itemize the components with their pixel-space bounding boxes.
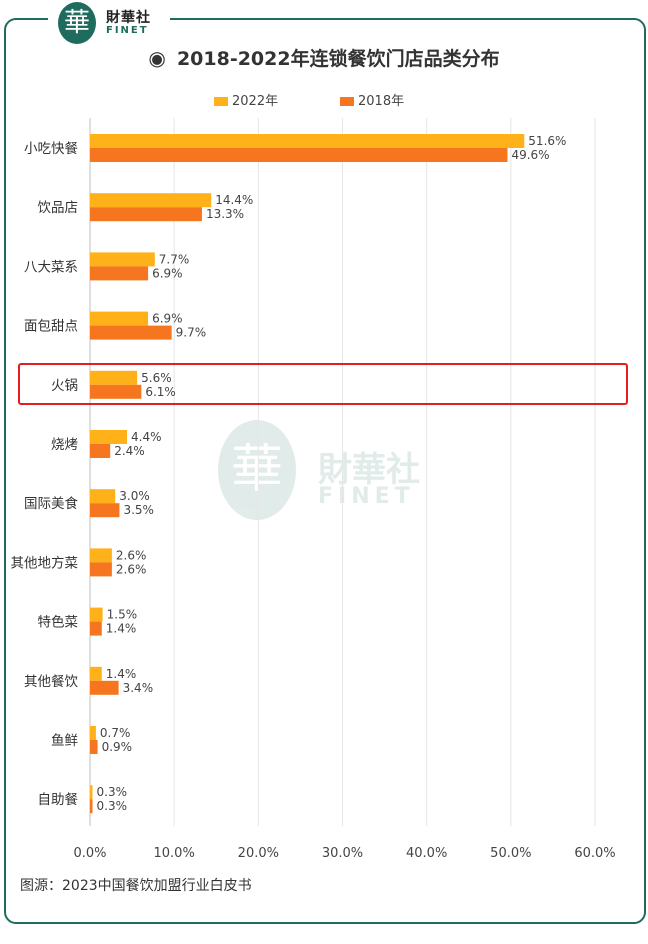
bar-2022: [90, 548, 112, 563]
chart-frame: [4, 18, 646, 924]
bar-2022: [90, 193, 212, 208]
finet-watermark: 華 財華社 FINET: [218, 420, 438, 530]
legend-label-2018: 2018年: [358, 94, 405, 109]
data-label-2018: 49.6%: [511, 148, 549, 162]
source-note: 图源：2023中国餐饮加盟行业白皮书: [20, 878, 252, 894]
legend-item-2018: 2018年: [340, 90, 404, 109]
data-label-2018: 3.5%: [123, 503, 154, 517]
data-label-2018: 6.9%: [152, 266, 183, 280]
data-label-2018: 3.4%: [123, 681, 154, 695]
target-icon: ◉: [148, 45, 166, 70]
data-label-2018: 6.1%: [145, 385, 176, 399]
data-label-2022: 0.3%: [97, 785, 128, 799]
data-label-2022: 1.4%: [106, 667, 136, 681]
data-label-2022: 2.6%: [116, 548, 147, 562]
data-label-2022: 3.0%: [119, 489, 150, 503]
data-label-2018: 2.6%: [116, 562, 147, 576]
bar-2018: [90, 384, 142, 399]
x-tick-label: 0.0%: [73, 846, 106, 861]
category-label: 八大菜系: [24, 259, 78, 275]
data-label-2022: 1.5%: [107, 608, 138, 622]
bar-2018: [90, 503, 120, 518]
category-label: 火锅: [51, 378, 78, 394]
category-label: 其他地方菜: [11, 555, 79, 571]
chart-title: 2018-2022年连锁餐饮门店品类分布: [176, 48, 500, 70]
category-label: 烧烤: [51, 437, 78, 453]
legend-label-2022: 2022年: [232, 94, 279, 109]
bar-2022: [90, 726, 96, 740]
finet-logo-badge: 華: [58, 2, 96, 44]
data-label-2018: 0.9%: [102, 740, 133, 754]
data-label-2022: 4.4%: [131, 430, 162, 444]
data-label-2022: 51.6%: [528, 134, 566, 148]
category-label: 自助餐: [38, 792, 79, 808]
bar-2018: [90, 444, 111, 458]
bar-2022: [90, 785, 93, 800]
bar-2018: [90, 148, 508, 162]
x-tick-label: 20.0%: [238, 846, 279, 861]
bar-2022: [90, 489, 116, 504]
bar-2022: [90, 370, 138, 385]
category-label: 特色菜: [38, 614, 79, 631]
category-label: 鱼鲜: [51, 732, 78, 749]
finet-logo-name-cn: 財華社: [106, 10, 151, 26]
data-label-2018: 1.4%: [106, 622, 136, 636]
category-label: 其他餐饮: [24, 674, 78, 690]
bar-2018: [90, 207, 202, 222]
category-label: 小吃快餐: [24, 141, 78, 157]
bar-2022: [90, 666, 102, 681]
bar-2022: [90, 252, 155, 267]
x-tick-label: 30.0%: [322, 846, 363, 861]
bar-2018: [90, 325, 172, 340]
bar-2018: [90, 680, 119, 695]
watermark-name-cn: 財華社: [318, 450, 420, 490]
bar-2022: [90, 430, 128, 444]
data-label-2018: 0.3%: [97, 799, 128, 813]
legend-item-2022: 2022年: [214, 90, 278, 109]
finet-logo: 華 財華社 FINET: [48, 0, 170, 44]
category-label: 饮品店: [38, 200, 79, 216]
bar-2022: [90, 311, 149, 326]
x-tick-label: 10.0%: [154, 846, 195, 861]
data-label-2022: 6.9%: [152, 312, 183, 326]
bar-2022: [90, 607, 103, 622]
category-label: 面包甜点: [24, 319, 78, 335]
finet-logo-name-en: FINET: [106, 25, 149, 36]
x-tick-label: 40.0%: [406, 846, 447, 861]
chart-title-row: ◉ 2018-2022年连锁餐饮门店品类分布: [0, 44, 648, 71]
bar-2022: [90, 134, 525, 148]
legend-swatch-2022: [214, 97, 228, 106]
data-label-2022: 0.7%: [100, 726, 130, 740]
category-label: 国际美食: [24, 495, 78, 512]
bar-2018: [90, 266, 149, 281]
bar-2018: [90, 740, 98, 754]
bar-2018: [90, 799, 93, 814]
x-tick-label: 50.0%: [490, 846, 531, 861]
data-label-2022: 14.4%: [215, 193, 253, 207]
bar-2018: [90, 562, 112, 577]
chart-legend: 2022年 2018年: [0, 90, 648, 109]
data-label-2018: 2.4%: [114, 444, 145, 458]
data-label-2022: 7.7%: [159, 252, 190, 266]
watermark-badge: 華: [218, 420, 296, 520]
data-label-2018: 9.7%: [176, 326, 207, 340]
watermark-name-en: FINET: [318, 484, 415, 509]
bar-2018: [90, 621, 102, 636]
legend-swatch-2018: [340, 97, 354, 106]
x-tick-label: 60.0%: [574, 846, 615, 861]
data-label-2022: 5.6%: [141, 371, 172, 385]
highlight-box: [18, 363, 628, 405]
data-label-2018: 13.3%: [206, 207, 244, 221]
